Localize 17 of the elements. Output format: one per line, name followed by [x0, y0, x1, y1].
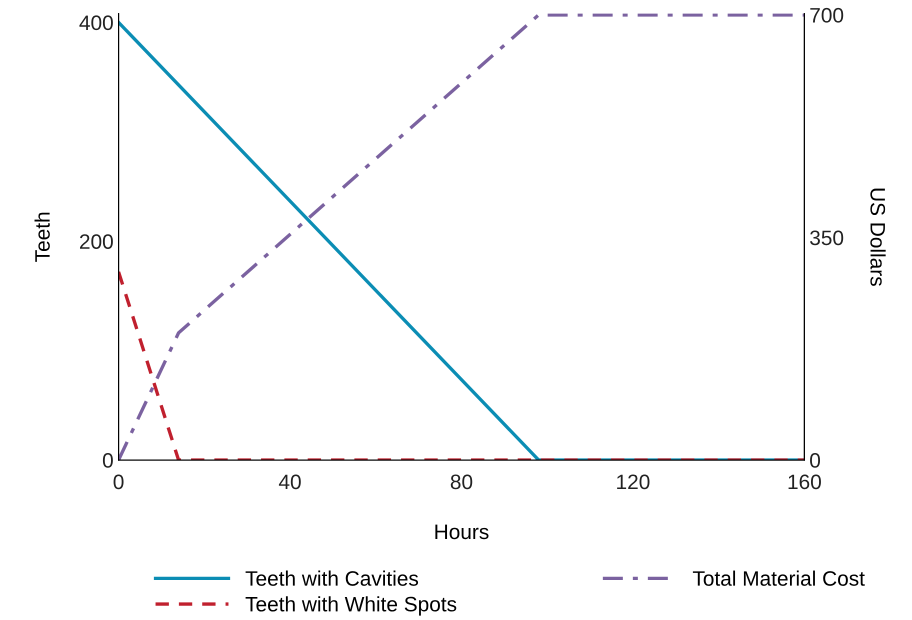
y2-tick-label: 700	[810, 8, 844, 23]
legend-label: Total Material Cost	[692, 570, 865, 586]
x-axis-title: Hours	[435, 524, 489, 540]
y2-axis-title: US Dollars	[870, 188, 886, 286]
x-tick-label: 40	[278, 474, 301, 490]
legend-label: Teeth with White Spots	[246, 596, 456, 616]
y-tick-label: 0	[102, 453, 113, 468]
y-tick-label: 200	[80, 234, 113, 249]
x-tick-label: 0	[114, 474, 124, 490]
x-tick-label: 120	[617, 474, 650, 490]
x-tick-label: 80	[450, 474, 472, 490]
legend-label: Teeth with Cavities	[246, 570, 418, 586]
x-tick-label: 160	[788, 474, 821, 490]
y2-tick-label: 0	[810, 453, 820, 468]
y2-tick-label: 350	[810, 230, 844, 246]
y-tick-label: 400	[79, 15, 113, 30]
y-axis-title: Teeth	[34, 212, 50, 262]
